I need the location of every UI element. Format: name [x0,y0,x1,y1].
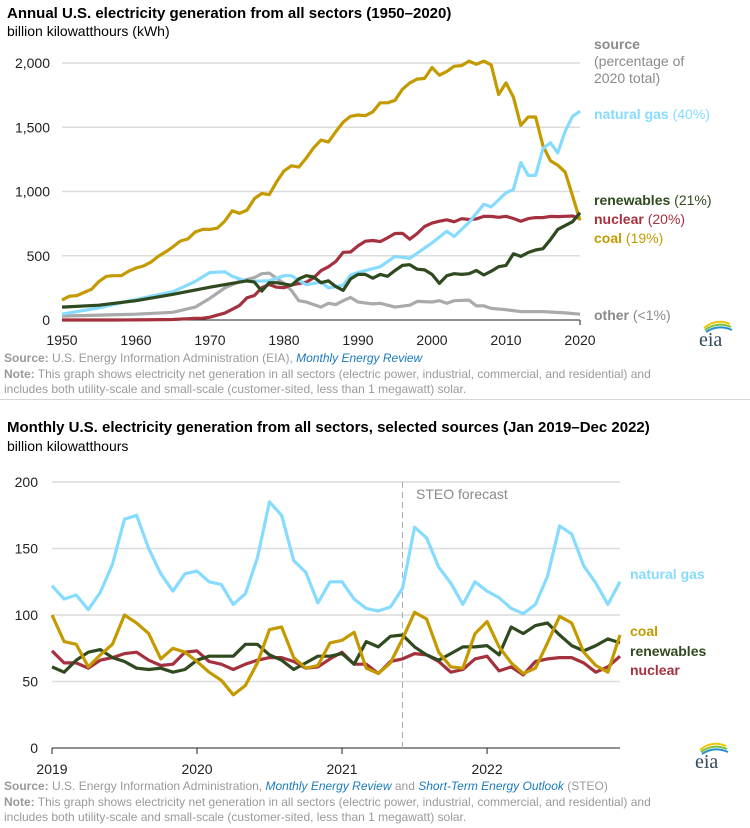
y-tick-label: 1,000 [15,184,50,200]
label-coal: coal (19%) [594,230,663,246]
y-tick-label: 150 [15,541,39,557]
legend-header-line: 2020 total) [594,70,661,86]
chart2-source: Source: U.S. Energy Information Administ… [4,779,608,794]
x-tick-label: 2019 [36,761,67,777]
x-tick-label: 2020 [181,761,212,777]
monthly-energy-review-link[interactable]: Monthly Energy Review [265,779,392,793]
note-text: This graph shows electricity net generat… [37,367,651,381]
label-other: other (<1%) [594,307,671,323]
y-tick-label: 500 [27,248,51,264]
legend-header-line: source [594,36,640,52]
y-tick-label: 0 [42,312,50,328]
monthly-energy-review-link[interactable]: Monthly Energy Review [296,351,423,365]
y-tick-label: 1,500 [15,119,50,135]
x-tick-label: 2010 [490,332,521,348]
x-tick-label: 2022 [471,761,502,777]
legend-header-line: (percentage of [594,53,685,69]
eia-logo: eia [696,318,736,353]
steo-forecast-label: STEO forecast [416,486,508,502]
source-label: Source: [4,351,49,365]
steo-link[interactable]: Short-Term Energy Outlook [418,779,564,793]
chart1-subtitle: billion kilowatthours (kWh) [7,23,170,39]
chart1-source: Source: U.S. Energy Information Administ… [4,351,422,366]
label-natural-gas: natural gas (40%) [594,106,710,122]
label-natural-gas: natural gas [630,566,705,582]
label-pct: (21%) [674,192,712,208]
x-tick-label: 2020 [564,332,595,348]
series-line-renewables [61,211,582,309]
y-tick-label: 100 [15,607,39,623]
eia-logo-arc-icon: eia [699,320,733,351]
chart1-note-line2: includes both utility-scale and small-sc… [4,382,467,396]
eia-logo: eia [692,740,732,775]
series-line-coal [50,610,622,697]
note-text: This graph shows electricity net generat… [37,795,651,809]
label-pct: (20%) [647,211,686,227]
y-tick-label: 2,000 [15,55,50,71]
note-label: Note: [4,367,35,381]
series-line-natural-gas [50,500,622,616]
label-coal: coal [630,623,659,639]
eia-logo-text: eia [695,751,718,770]
source-and: and [394,779,415,793]
label-pct: (<1%) [632,307,671,323]
chart1-plot: 0 500 1,000 1,500 2,000 1950 1960 1970 1980 1990 2… [15,55,596,348]
chart1-legend-header: source (percentage of 2020 total) [594,36,684,87]
x-tick-label: 1990 [342,332,373,348]
y-tick-label: 200 [15,474,39,490]
label-pct: (19%) [625,230,664,246]
label-nuclear: nuclear (20%) [594,211,685,227]
y-tick-label: 50 [22,674,38,690]
label-pct: (40%) [672,106,710,122]
source-text: U.S. Energy Information Administration (… [52,351,293,365]
chart1-title: Annual U.S. electricity generation from … [7,5,452,22]
series-line-coal [61,59,582,302]
divider [0,399,750,400]
eia-logo-text: eia [699,329,722,348]
label-name: coal [594,230,623,246]
chart2-subtitle: billion kilowatthours [7,438,129,454]
chart2-note-line2: includes both utility-scale and small-sc… [4,810,467,824]
label-name: natural gas [594,106,669,122]
note-label: Note: [4,795,35,809]
label-nuclear: nuclear [630,662,680,678]
label-name: other [594,307,629,323]
chart2-note: Note: This graph shows electricity net g… [4,795,651,810]
series-line-nuclear [62,214,581,322]
label-renewables: renewables (21%) [594,192,712,208]
label-name: nuclear [594,211,644,227]
series-line-renewables [51,621,621,674]
chart2-title: Monthly U.S. electricity generation from… [7,419,650,436]
source-tail: (STEO) [567,779,608,793]
x-tick-label: 1980 [268,332,299,348]
label-renewables: renewables [630,643,707,659]
x-tick-label: 1960 [120,332,151,348]
x-tick-label: 2021 [326,761,357,777]
x-tick-label: 1950 [46,332,77,348]
series-line-natural-gas [61,109,581,316]
x-tick-label: 2000 [416,332,447,348]
label-name: renewables [594,192,671,208]
chart1-note: Note: This graph shows electricity net g… [4,367,651,382]
x-tick-label: 1970 [194,332,225,348]
source-label: Source: [4,779,49,793]
y-tick-label: 0 [30,740,38,756]
source-text: U.S. Energy Information Administration, [52,779,263,793]
eia-logo-arc-icon: eia [695,742,729,773]
